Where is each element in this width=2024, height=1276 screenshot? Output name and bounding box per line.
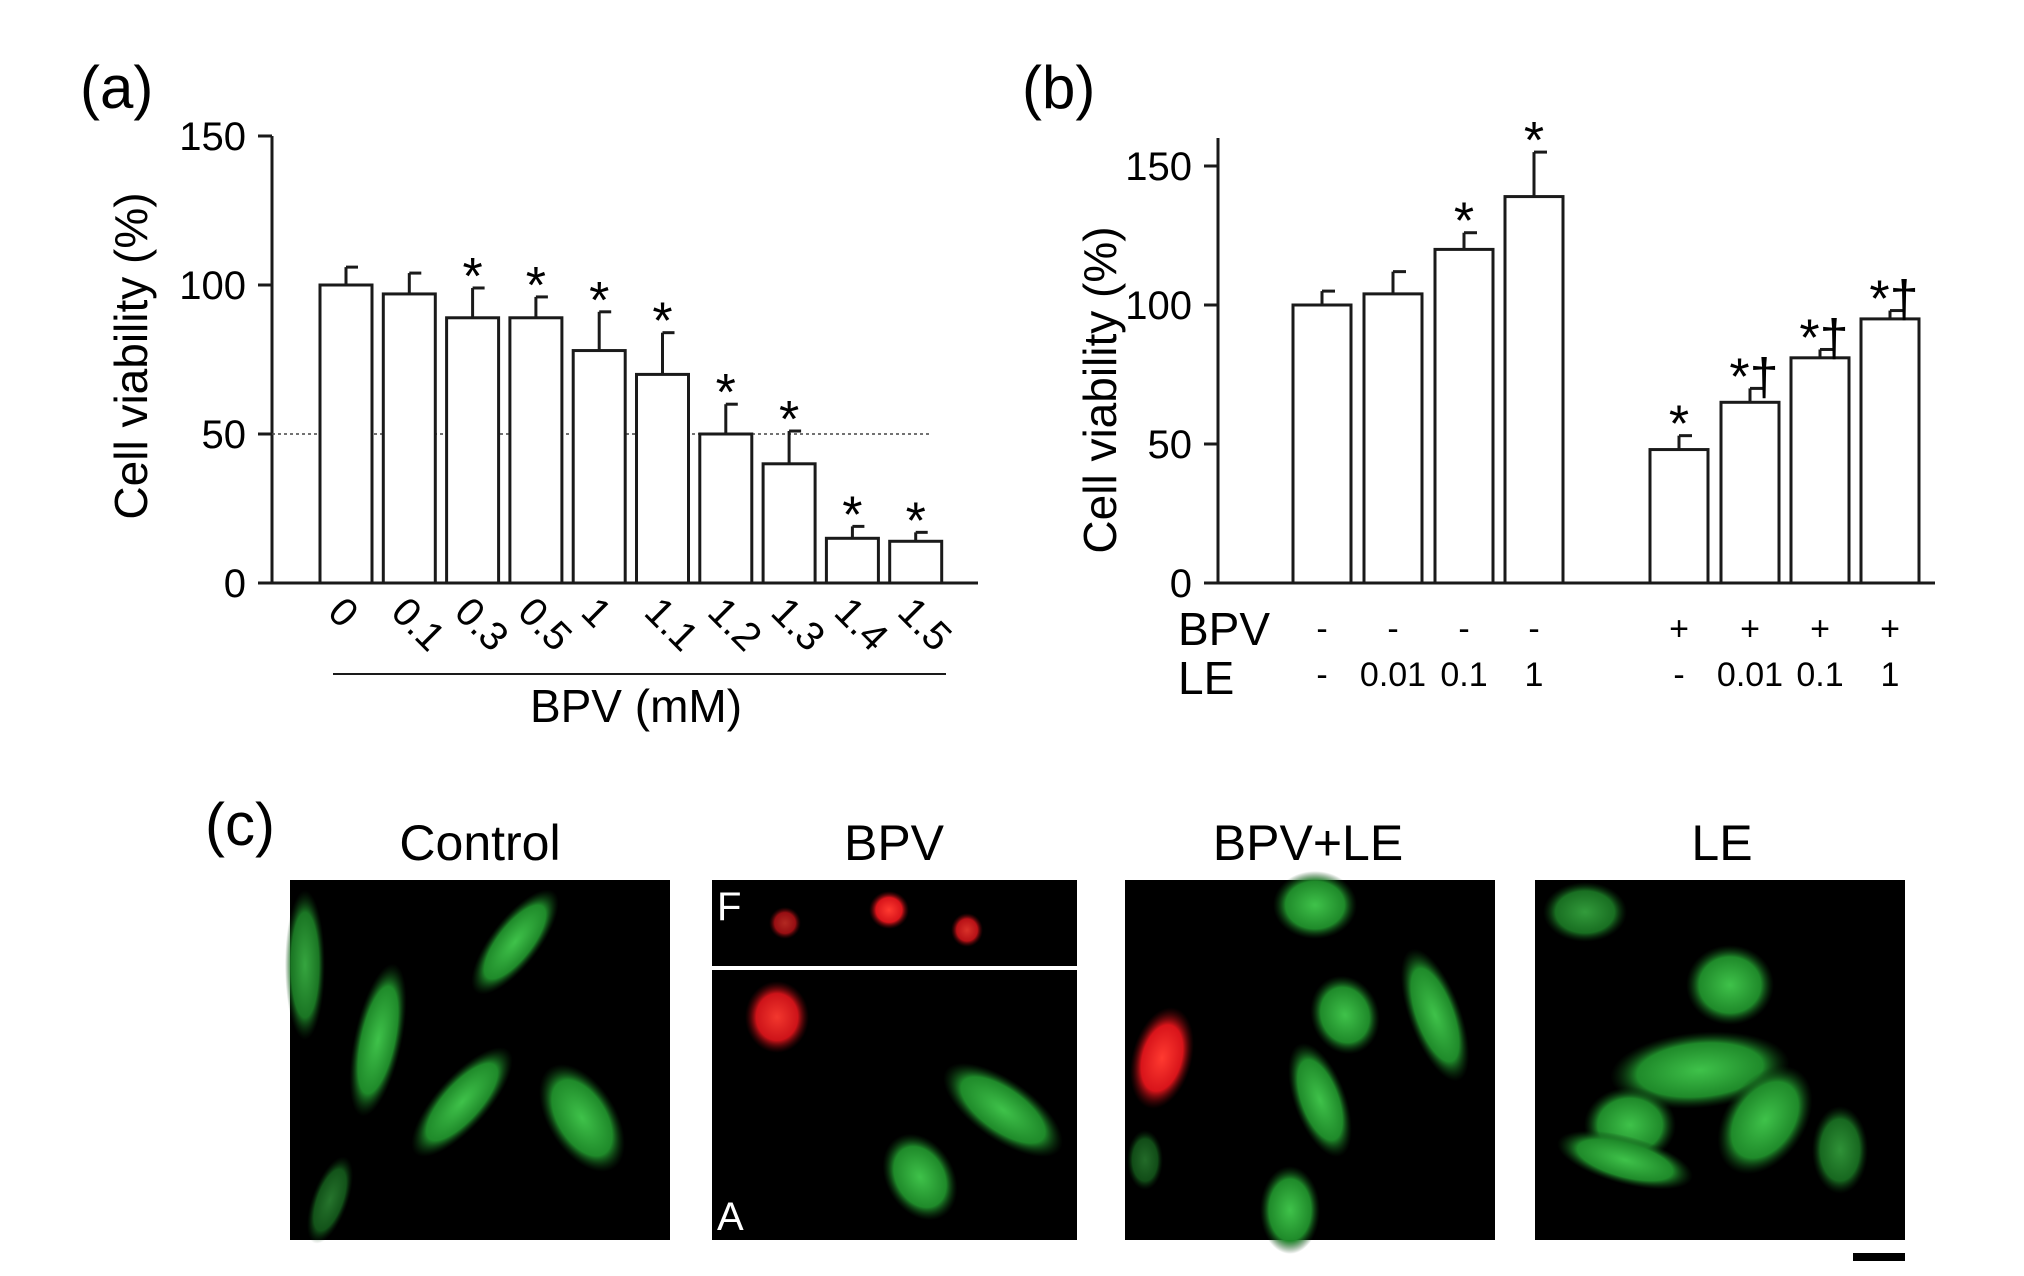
panel-a-y-tick-label: 150 <box>179 115 246 159</box>
micrograph-title-bpv-le: BPV+LE <box>1213 815 1403 871</box>
panel-b-bar <box>1433 247 1495 585</box>
panel-b-le-cell: 0.1 <box>1440 656 1487 694</box>
panel-b-bar <box>1291 303 1353 585</box>
panel-a-x-tick-label: 1.4 <box>826 589 896 659</box>
panel-b-y-tick-label: 100 <box>1125 284 1192 328</box>
panel-a-significance-label: * <box>716 364 736 422</box>
panel-a-bar <box>318 283 374 585</box>
panel-a-x-tick-label: 0.5 <box>510 589 580 659</box>
micrograph-bpv-le <box>1125 871 1495 1254</box>
micrograph-bpv-label-f: F <box>717 885 741 929</box>
panel-b-bpv-cell: - <box>1458 610 1469 648</box>
panel-b-significance-label: *† <box>1729 348 1778 406</box>
panel-b-le-row-label: LE <box>1178 652 1234 704</box>
panel-a-bar <box>508 316 564 585</box>
panel-a-x-tick-label: 1.3 <box>763 589 833 659</box>
panel-b-bar <box>1859 317 1921 585</box>
panel-a-bar <box>571 349 627 585</box>
micrograph-bpv: F A <box>712 880 1077 1240</box>
panel-a-bar <box>698 432 754 585</box>
panel-a-significance-label: * <box>779 391 799 449</box>
panel-a-significance-label: * <box>906 492 926 550</box>
panel-b-bar <box>1648 448 1710 585</box>
panel-b-bpv-cell: - <box>1528 610 1539 648</box>
panel-a-bar <box>888 539 944 585</box>
panel-b-plot: 050100150---0.01*-0.1*-1*+-*†+0.01*†+0.1… <box>1125 112 1935 704</box>
panel-b-significance-label: *† <box>1869 271 1918 329</box>
micrograph-le <box>1535 880 1905 1240</box>
micrograph-bpv-label-a: A <box>717 1195 744 1239</box>
panel-a-significance-label: * <box>526 257 546 315</box>
panel-a-y-tick-label: 50 <box>202 413 247 457</box>
panel-a-significance-label: * <box>652 293 672 351</box>
panel-a-bar <box>381 292 437 585</box>
panel-b-significance-label: * <box>1524 112 1544 170</box>
panel-b-bpv-cell: - <box>1387 610 1398 648</box>
panel-b-le-cell: 1 <box>1881 656 1900 694</box>
panel-a-x-tick-label: 0.3 <box>446 589 516 659</box>
panel-b-le-cell: - <box>1316 656 1327 694</box>
panel-a-bar <box>761 462 817 585</box>
panel-a-bar <box>445 316 501 585</box>
micrograph-title-control: Control <box>399 815 560 871</box>
panel-b-significance-label: * <box>1454 193 1474 251</box>
panel-a-bar <box>824 536 880 585</box>
micrograph-title-le: LE <box>1691 815 1752 871</box>
panel-b-le-cell: 0.01 <box>1360 656 1426 694</box>
panel-b-le-cell: - <box>1673 656 1684 694</box>
panel-b-y-tick-label: 0 <box>1170 562 1192 606</box>
scale-bar <box>1853 1253 1905 1261</box>
panel-a-x-tick-label: 0 <box>320 589 367 636</box>
panel-a-significance-label: * <box>842 486 862 544</box>
panel-b-letter: (b) <box>1022 54 1095 121</box>
panel-b-bpv-cell: + <box>1669 610 1689 648</box>
panel-c-letter: (c) <box>205 791 275 858</box>
panel-b-bar <box>1719 400 1781 585</box>
panel-b-y-tick-label: 50 <box>1148 423 1193 467</box>
panel-a-x-tick-label: 1.2 <box>699 589 769 659</box>
panel-b-significance-label: *† <box>1799 309 1848 367</box>
panel-a-y-tick-label: 0 <box>224 562 246 606</box>
panel-b-bpv-cell: + <box>1880 610 1900 648</box>
panel-a-x-tick-label: 0.1 <box>383 589 453 659</box>
panel-b-bar <box>1503 195 1565 585</box>
panel-a-x-axis-title: BPV (mM) <box>530 680 742 732</box>
panel-b-bpv-cell: - <box>1316 610 1327 648</box>
micrograph-control <box>285 880 670 1244</box>
panel-a-bar <box>635 372 690 585</box>
panel-a-significance-label: * <box>462 248 482 306</box>
panel-a-y-tick-label: 100 <box>179 264 246 308</box>
panel-b-bpv-row-label: BPV <box>1178 603 1270 655</box>
panel-a-x-tick-label: 1 <box>573 589 620 636</box>
panel-b-bar <box>1789 356 1851 585</box>
panel-b-y-axis-title: Cell viability (%) <box>1074 226 1126 553</box>
panel-b-bar <box>1362 292 1424 585</box>
micrograph-title-bpv: BPV <box>844 815 945 871</box>
panel-b-significance-label: * <box>1669 396 1689 454</box>
panel-b-bpv-cell: + <box>1810 610 1830 648</box>
panel-a-x-tick-label: 1.5 <box>889 589 959 659</box>
panel-a-y-axis-title: Cell viability (%) <box>105 192 157 519</box>
panel-b-bpv-cell: + <box>1740 610 1760 648</box>
panel-b-le-cell: 1 <box>1525 656 1544 694</box>
panel-b-le-cell: 0.01 <box>1717 656 1783 694</box>
panel-a-letter: (a) <box>80 54 153 121</box>
panel-b-le-cell: 0.1 <box>1796 656 1843 694</box>
panel-a-x-tick-label: 1.1 <box>636 589 706 659</box>
micrograph-bpv-divider <box>712 966 1077 970</box>
panel-a-significance-label: * <box>589 272 609 330</box>
panel-b-y-tick-label: 150 <box>1125 145 1192 189</box>
